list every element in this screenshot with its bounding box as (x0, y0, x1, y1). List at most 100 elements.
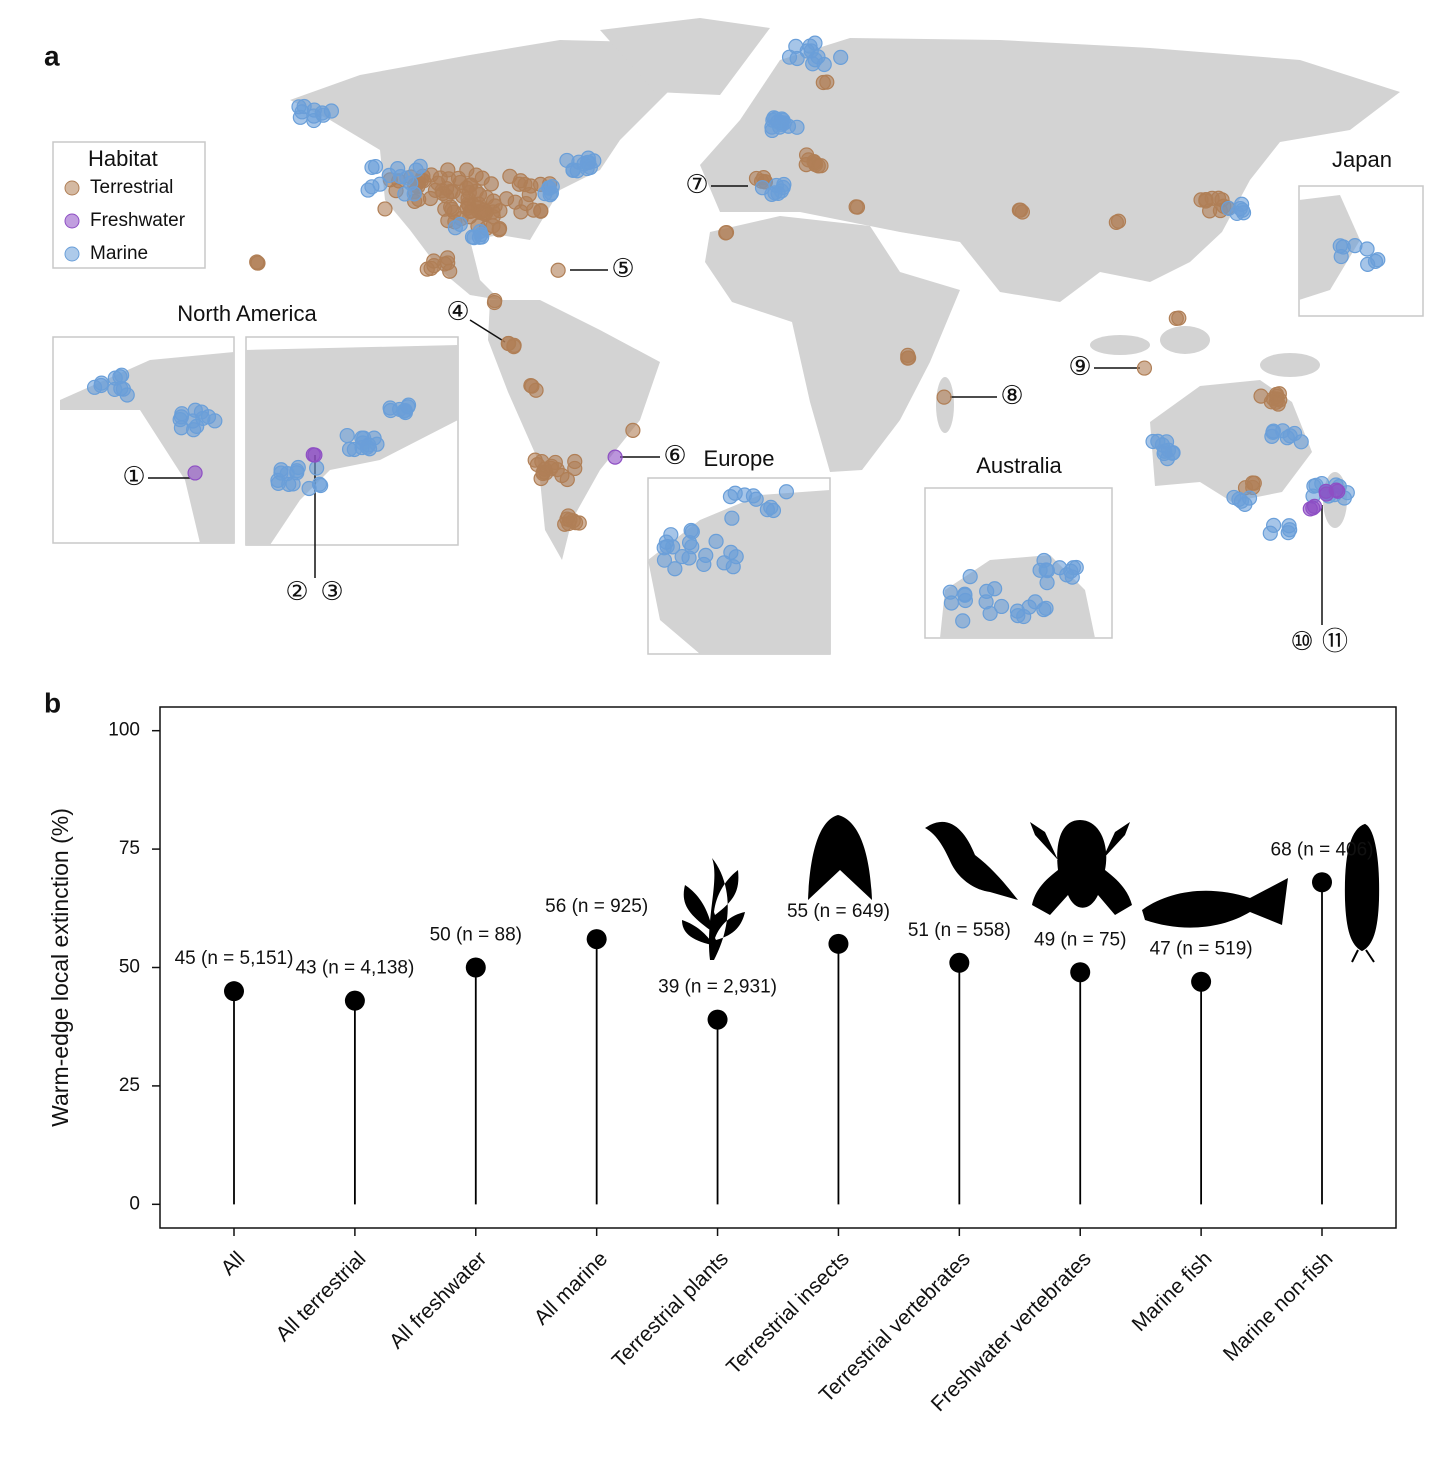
site-dot (567, 453, 583, 470)
site-dot (372, 176, 388, 192)
site-dot (718, 225, 734, 241)
value-label: 50 (n = 88) (430, 925, 522, 946)
land (1160, 326, 1210, 354)
callout-number: ⑧ (1000, 380, 1023, 410)
y-tick-label: 75 (119, 838, 140, 859)
site-dot (189, 418, 205, 434)
site-dot (369, 436, 385, 452)
site-dot (1229, 205, 1245, 222)
site-dot (565, 162, 581, 178)
site-dot (207, 413, 223, 429)
value-label: 47 (n = 519) (1150, 939, 1253, 960)
site-dot (1110, 213, 1127, 229)
leader-line (469, 319, 506, 343)
site-dot (487, 292, 503, 309)
value-label: 68 (n = 406) (1271, 839, 1374, 860)
site-dot (468, 167, 484, 183)
panel-label: b (44, 687, 61, 718)
legend-label: Marine (90, 243, 148, 264)
x-tick-label: All terrestrial (272, 1247, 371, 1346)
x-tick-label: All freshwater (385, 1247, 491, 1353)
site-dot (249, 255, 265, 271)
site-dot (708, 533, 724, 549)
site-dot (1068, 559, 1084, 576)
x-tick-label: Marine fish (1128, 1247, 1217, 1336)
site-dot (524, 378, 540, 394)
lollipop-dot (1312, 872, 1332, 893)
callout-number: ⑩ (1290, 626, 1313, 656)
site-dot (1370, 252, 1386, 268)
site-dot (684, 539, 700, 555)
site-dot (400, 397, 417, 413)
site-dot (491, 222, 507, 238)
land (1299, 195, 1360, 300)
site-dot (279, 466, 295, 482)
x-tick-label: Marine non-fish (1219, 1247, 1338, 1366)
site-dot (778, 484, 795, 500)
plant-icon (682, 858, 745, 960)
value-label: 45 (n = 5,151) (175, 948, 294, 969)
x-tick-label: All marine (530, 1247, 612, 1329)
y-tick-label: 50 (119, 957, 140, 978)
site-dot (1359, 241, 1375, 257)
land (940, 555, 1095, 638)
land (600, 18, 770, 95)
legend-marker (64, 213, 80, 229)
site-dot (562, 512, 578, 528)
site-dot (1282, 428, 1298, 444)
site-dot (807, 35, 823, 51)
silhouettes (682, 815, 1380, 963)
site-dot (452, 216, 468, 232)
land (1150, 380, 1312, 502)
site-dot (502, 168, 518, 184)
site-dot (936, 389, 952, 405)
land (60, 352, 234, 543)
callout-number: ⑥ (663, 440, 686, 470)
y-tick-label: 0 (129, 1193, 140, 1214)
site-dot (1036, 552, 1052, 569)
site-dot (444, 201, 460, 217)
site-dot (667, 561, 683, 577)
site-dot (1318, 483, 1334, 499)
site-dot (737, 487, 753, 503)
region-label: Australia (976, 453, 1062, 478)
site-dot (807, 155, 823, 171)
x-tick-label: Terrestrial plants (608, 1247, 733, 1372)
site-dot (1171, 310, 1187, 326)
site-dot (341, 441, 358, 457)
site-dot (172, 411, 188, 428)
land (700, 38, 1400, 302)
site-dot (377, 201, 393, 217)
site-dot (1150, 433, 1166, 450)
site-dot (1306, 498, 1323, 515)
site-dots (86, 35, 1386, 629)
site-dot (1038, 600, 1054, 616)
site-dot (849, 199, 866, 215)
site-dot (807, 52, 823, 68)
site-dot (383, 402, 399, 419)
value-label: 51 (n = 558) (908, 920, 1011, 941)
site-dot (430, 175, 446, 191)
site-dot (582, 159, 598, 176)
site-dot (1016, 608, 1032, 625)
site-dot (1270, 396, 1286, 412)
site-dot (93, 375, 110, 391)
site-dot (314, 105, 330, 121)
legend-title: Habitat (88, 146, 158, 171)
bird-icon (925, 821, 1018, 900)
site-dot (550, 262, 566, 278)
callout-number: ⑨ (1068, 351, 1091, 381)
site-dot (789, 50, 805, 67)
value-label: 39 (n = 2,931) (658, 977, 777, 998)
site-dot (1198, 192, 1214, 208)
site-dot (517, 176, 533, 193)
site-dot (1282, 522, 1298, 538)
callout-lines (148, 185, 1323, 625)
site-dot (1014, 204, 1030, 220)
site-dot (987, 581, 1003, 597)
site-dot (419, 261, 435, 277)
site-dot (518, 195, 534, 212)
land (936, 377, 954, 433)
land (488, 300, 660, 560)
